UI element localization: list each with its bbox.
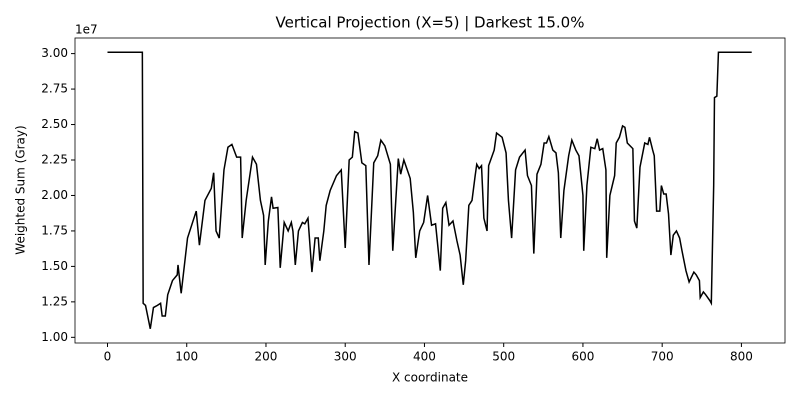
y-tick-label: 2.25 [41,153,68,167]
x-tick-label: 400 [413,350,436,364]
y-tick-label: 2.75 [41,82,68,96]
y-tick-label: 1.75 [41,223,68,237]
chart-title: Vertical Projection (X=5) | Darkest 15.0… [276,14,585,32]
y-tick-label: 1.50 [41,259,68,273]
x-axis-label: X coordinate [392,371,468,385]
x-tick-label: 700 [651,350,674,364]
plot-frame [74,37,786,344]
x-tick-label: 500 [492,350,515,364]
y-tick-label: 2.00 [41,188,68,202]
y-tick-label: 2.50 [41,117,68,131]
x-tick-label: 100 [175,350,198,364]
y-offset-label: 1e7 [75,23,98,37]
x-tick-label: 0 [104,350,112,364]
data-line [107,51,752,329]
x-tick-label: 800 [730,350,753,364]
x-tick-label: 600 [571,350,594,364]
y-tick-label: 3.00 [41,46,68,60]
y-axis-label: Weighted Sum (Gray) [14,125,28,254]
x-tick-label: 300 [334,350,357,364]
x-tick-label: 200 [255,350,278,364]
y-tick-label: 1.25 [41,294,68,308]
y-tick-label: 1.00 [41,330,68,344]
